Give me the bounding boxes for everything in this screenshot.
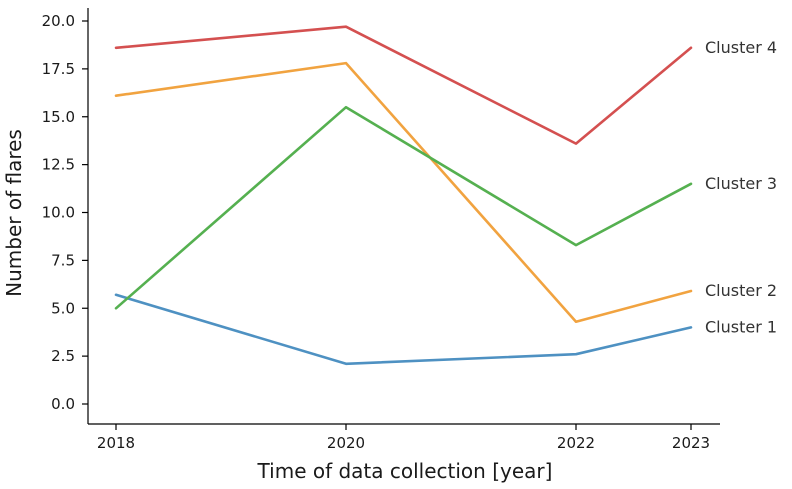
series-line-cluster-3 [114,105,693,310]
y-axis-ticks: 0.0 2.5 5.0 7.5 10.0 12.5 15.0 17.5 20.0 [42,12,88,413]
y-tick-label: 20.0 [42,12,75,30]
series-line-cluster-1 [114,293,693,366]
y-tick-label: 0.0 [51,395,75,413]
series-labels: Cluster 1 Cluster 2 Cluster 3 Cluster 4 [705,38,777,337]
y-axis-label: Number of flares [2,129,26,297]
series-label-cluster-2: Cluster 2 [705,281,777,300]
x-axis-label: Time of data collection [year] [257,459,553,483]
y-tick-label: 10.0 [42,204,75,222]
series-label-cluster-1: Cluster 1 [705,317,777,336]
y-tick-label: 7.5 [51,251,75,269]
x-tick-label: 2018 [97,434,135,452]
series-label-cluster-3: Cluster 3 [705,174,777,193]
y-tick-label: 12.5 [42,156,75,174]
x-tick-label: 2020 [327,434,365,452]
x-tick-label: 2022 [557,434,595,452]
series-lines [114,25,693,366]
y-tick-label: 17.5 [42,60,75,78]
series-line-cluster-4 [114,25,693,145]
y-tick-label: 5.0 [51,299,75,317]
series-line-cluster-2 [114,61,693,324]
y-tick-label: 15.0 [42,108,75,126]
y-tick-label: 2.5 [51,347,75,365]
x-axis-ticks: 2018 2020 2022 2023 [97,424,710,452]
x-tick-label: 2023 [672,434,710,452]
series-label-cluster-4: Cluster 4 [705,38,777,57]
